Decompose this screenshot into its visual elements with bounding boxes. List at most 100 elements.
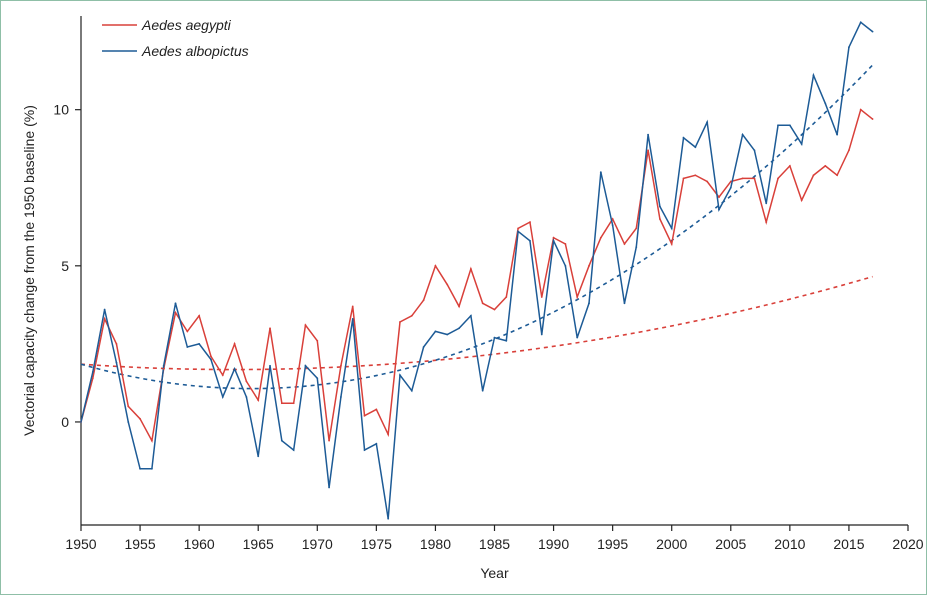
data-point-albopictus <box>800 143 803 145</box>
x-tick-label: 2015 <box>833 536 864 552</box>
data-point-aegypti <box>446 283 449 286</box>
data-point-albopictus <box>848 46 850 49</box>
data-point-albopictus <box>529 239 531 242</box>
data-point-albopictus <box>387 517 390 520</box>
data-point-albopictus <box>139 467 141 470</box>
data-point-albopictus <box>729 186 732 189</box>
x-tick-label: 1985 <box>479 536 510 552</box>
x-tick-label: 2010 <box>774 536 805 552</box>
x-tick-label: 1970 <box>302 536 333 552</box>
trend-line-aegypti <box>80 275 873 371</box>
data-point-aegypti <box>127 405 130 408</box>
data-point-albopictus <box>812 74 815 77</box>
data-point-aegypti <box>588 264 590 267</box>
series-line-aegypti <box>80 108 874 443</box>
data-point-aegypti <box>351 305 354 308</box>
data-point-aegypti <box>517 227 520 230</box>
data-point-aegypti <box>186 330 189 333</box>
data-point-albopictus <box>647 133 649 136</box>
data-point-aegypti <box>221 374 224 377</box>
data-point-aegypti <box>269 327 271 330</box>
data-point-aegypti <box>245 380 248 383</box>
data-point-aegypti <box>800 199 803 202</box>
data-point-albopictus <box>340 396 342 398</box>
y-tick-label: 10 <box>53 102 69 118</box>
data-point-aegypti <box>210 355 212 358</box>
data-point-albopictus <box>210 358 212 361</box>
data-point-aegypti <box>682 177 685 180</box>
data-point-aegypti <box>670 243 673 245</box>
data-point-aegypti <box>836 174 839 177</box>
data-point-aegypti <box>340 364 342 367</box>
data-point-albopictus <box>611 224 614 227</box>
data-point-aegypti <box>753 177 756 180</box>
data-point-aegypti <box>576 296 579 298</box>
data-point-albopictus <box>588 302 590 305</box>
data-point-albopictus <box>458 327 460 330</box>
data-point-aegypti <box>434 264 437 267</box>
data-point-aegypti <box>375 408 378 411</box>
trend-line-albopictus <box>80 64 874 390</box>
data-point-albopictus <box>375 442 378 445</box>
data-point-albopictus <box>422 346 425 348</box>
x-tick-label: 1995 <box>597 536 628 552</box>
data-point-albopictus <box>221 396 224 398</box>
data-point-aegypti <box>505 296 508 298</box>
data-point-aegypti <box>115 342 118 345</box>
data-point-aegypti <box>848 149 850 152</box>
x-ticks: 1950 1955 1960 1965 1970 1975 1980 1985 1990 1995… <box>65 525 924 552</box>
data-point-aegypti <box>198 314 201 317</box>
data-point-aegypti <box>529 221 531 223</box>
data-point-albopictus <box>80 421 82 423</box>
data-point-aegypti <box>706 180 709 183</box>
data-point-aegypti <box>741 177 744 180</box>
data-point-aegypti <box>280 402 283 405</box>
data-point-albopictus <box>599 171 602 174</box>
data-point-albopictus <box>859 21 862 24</box>
data-point-albopictus <box>505 339 508 342</box>
data-point-aegypti <box>328 439 330 442</box>
trend-lines <box>80 64 874 390</box>
data-point-aegypti <box>777 177 779 180</box>
data-point-albopictus <box>150 467 153 470</box>
data-point-aegypti <box>859 108 862 111</box>
data-point-albopictus <box>399 374 401 377</box>
data-point-albopictus <box>659 205 661 208</box>
data-point-albopictus <box>493 336 496 339</box>
x-tick-label: 1950 <box>65 536 96 552</box>
data-point-albopictus <box>174 302 177 305</box>
data-point-aegypti <box>599 236 602 239</box>
data-point-aegypti <box>611 218 614 220</box>
legend-label-albopictus: Aedes albopictus <box>141 43 249 59</box>
data-point-aegypti <box>174 311 177 314</box>
data-point-albopictus <box>481 389 484 392</box>
data-point-albopictus <box>91 371 94 373</box>
data-point-aegypti <box>410 314 413 317</box>
data-point-aegypti <box>694 174 697 177</box>
data-point-aegypti <box>458 305 460 308</box>
data-point-albopictus <box>741 133 744 136</box>
x-tick-label: 1990 <box>538 536 569 552</box>
data-point-aegypti <box>718 196 720 199</box>
x-tick-label: 1955 <box>124 536 155 552</box>
data-point-aegypti <box>765 221 768 223</box>
data-point-aegypti <box>150 439 153 442</box>
data-point-aegypti <box>469 268 472 270</box>
data-point-aegypti <box>481 302 484 305</box>
data-point-albopictus <box>635 246 638 248</box>
data-point-albopictus <box>186 346 189 348</box>
data-point-aegypti <box>564 243 567 245</box>
legend: Aedes aegypti Aedes albopictus <box>102 17 249 59</box>
data-point-albopictus <box>718 208 720 211</box>
data-point-albopictus <box>198 342 201 345</box>
data-point-aegypti <box>623 243 626 245</box>
data-point-albopictus <box>363 449 366 451</box>
data-point-albopictus <box>280 439 283 442</box>
data-point-albopictus <box>623 302 626 305</box>
data-point-albopictus <box>257 455 260 458</box>
data-point-aegypti <box>316 339 319 342</box>
data-point-aegypti <box>139 417 141 420</box>
y-tick-label: 0 <box>61 414 69 430</box>
